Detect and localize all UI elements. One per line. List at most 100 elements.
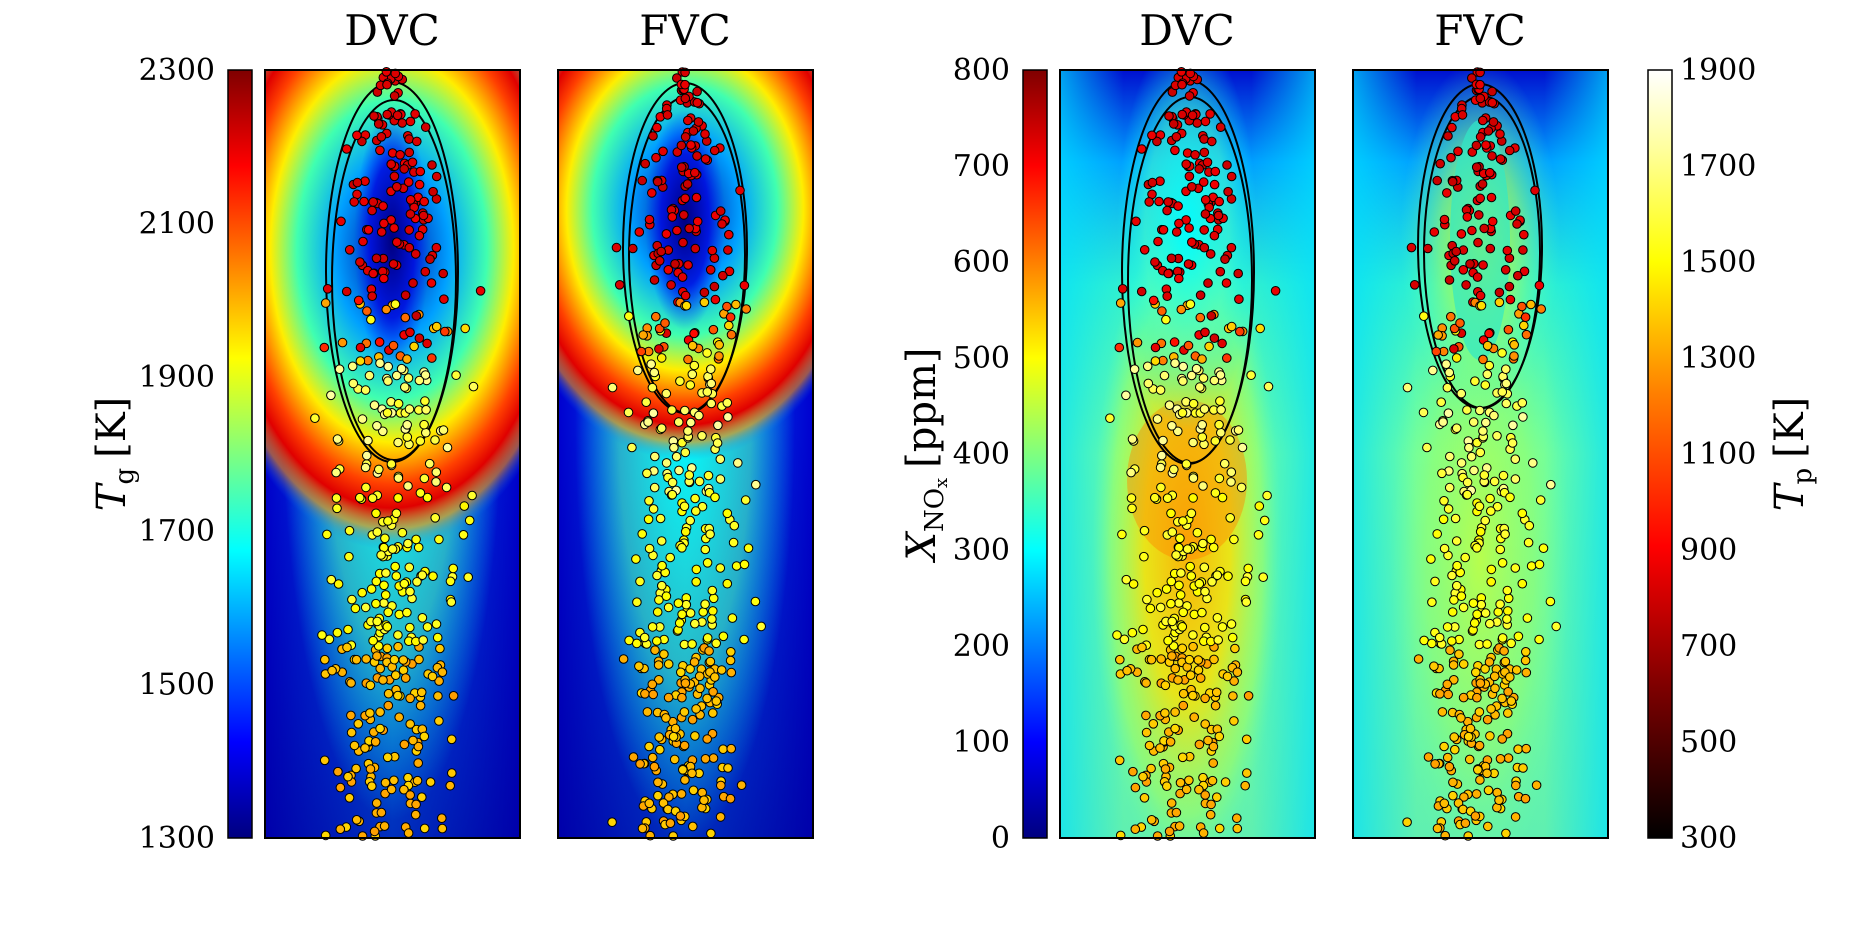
particle — [386, 159, 397, 169]
particle — [431, 321, 442, 332]
particle — [1233, 268, 1243, 279]
particle — [1160, 680, 1171, 691]
particle — [1510, 206, 1521, 216]
particle — [1432, 175, 1442, 186]
particle — [445, 780, 456, 791]
particle — [1478, 260, 1488, 270]
particle — [750, 596, 761, 607]
particle — [714, 351, 724, 361]
particle — [349, 740, 360, 751]
particle — [667, 212, 678, 222]
particle — [726, 647, 736, 657]
particle — [1506, 696, 1517, 706]
particle — [1158, 225, 1169, 235]
particle — [1225, 435, 1235, 445]
particle — [1254, 501, 1265, 511]
particle — [1199, 225, 1209, 235]
particle — [1198, 828, 1209, 838]
particle — [1270, 286, 1281, 296]
particle — [1438, 514, 1449, 525]
particle — [632, 638, 642, 649]
particle — [707, 245, 718, 256]
particle — [405, 116, 416, 127]
particle — [1150, 257, 1160, 267]
particle — [705, 656, 716, 667]
particle — [646, 359, 657, 370]
panel-title-nox-dvc: DVC — [1139, 6, 1234, 55]
particle — [1402, 817, 1412, 828]
particle — [675, 811, 686, 821]
particle — [383, 376, 393, 386]
particle — [683, 115, 693, 126]
particle — [435, 643, 445, 654]
particle — [1121, 390, 1131, 401]
particle — [652, 570, 662, 581]
particle — [1121, 574, 1132, 585]
particle — [1450, 513, 1461, 524]
particle — [687, 714, 698, 725]
particle — [381, 304, 392, 315]
particle — [413, 741, 424, 752]
particle — [1154, 196, 1164, 207]
particle — [425, 254, 435, 265]
particle — [1185, 299, 1196, 310]
particle — [388, 340, 399, 351]
particle — [677, 272, 688, 282]
particle — [679, 210, 689, 220]
particle — [1174, 598, 1184, 608]
particle — [428, 571, 438, 582]
particle — [1466, 451, 1477, 462]
particle — [468, 381, 479, 392]
particle — [671, 451, 682, 462]
particle — [383, 607, 394, 618]
particle — [382, 752, 393, 763]
particle — [1432, 823, 1443, 834]
particle — [1437, 468, 1447, 479]
particle — [1229, 676, 1239, 686]
particle — [1504, 281, 1515, 292]
particle — [1152, 414, 1163, 424]
particle — [411, 799, 421, 810]
particle — [1481, 417, 1491, 428]
particle — [654, 344, 664, 354]
particle — [439, 294, 449, 305]
particle — [665, 552, 676, 563]
particle — [739, 559, 750, 570]
particle — [723, 245, 733, 255]
particle — [1485, 493, 1495, 504]
particle — [399, 739, 410, 750]
particle — [379, 580, 389, 591]
particle — [708, 753, 719, 763]
particle — [1126, 493, 1137, 503]
particle — [1164, 826, 1175, 837]
particle — [1475, 405, 1485, 416]
particle — [1214, 473, 1225, 484]
particle — [1501, 364, 1511, 375]
particle — [1203, 735, 1213, 746]
tg-tick-label: 1700 — [139, 514, 215, 549]
particle — [1200, 327, 1210, 338]
particle — [680, 405, 690, 416]
particle — [1428, 365, 1438, 376]
particle — [432, 632, 443, 643]
particle — [1200, 209, 1211, 219]
particle — [1471, 140, 1482, 151]
particle — [378, 675, 388, 685]
particle — [1184, 654, 1195, 665]
particle — [431, 171, 442, 182]
particle — [418, 635, 429, 645]
particle — [634, 227, 645, 237]
particle — [467, 490, 477, 501]
particle — [1430, 759, 1440, 769]
particle — [1136, 286, 1147, 297]
particle — [341, 286, 352, 297]
particle — [1534, 280, 1545, 291]
particle — [632, 597, 642, 608]
particle — [706, 378, 717, 389]
particle — [335, 782, 346, 793]
particle — [724, 320, 734, 331]
particle — [1147, 177, 1158, 188]
particle — [350, 603, 361, 614]
particle — [1484, 328, 1494, 339]
particle — [1145, 603, 1156, 614]
